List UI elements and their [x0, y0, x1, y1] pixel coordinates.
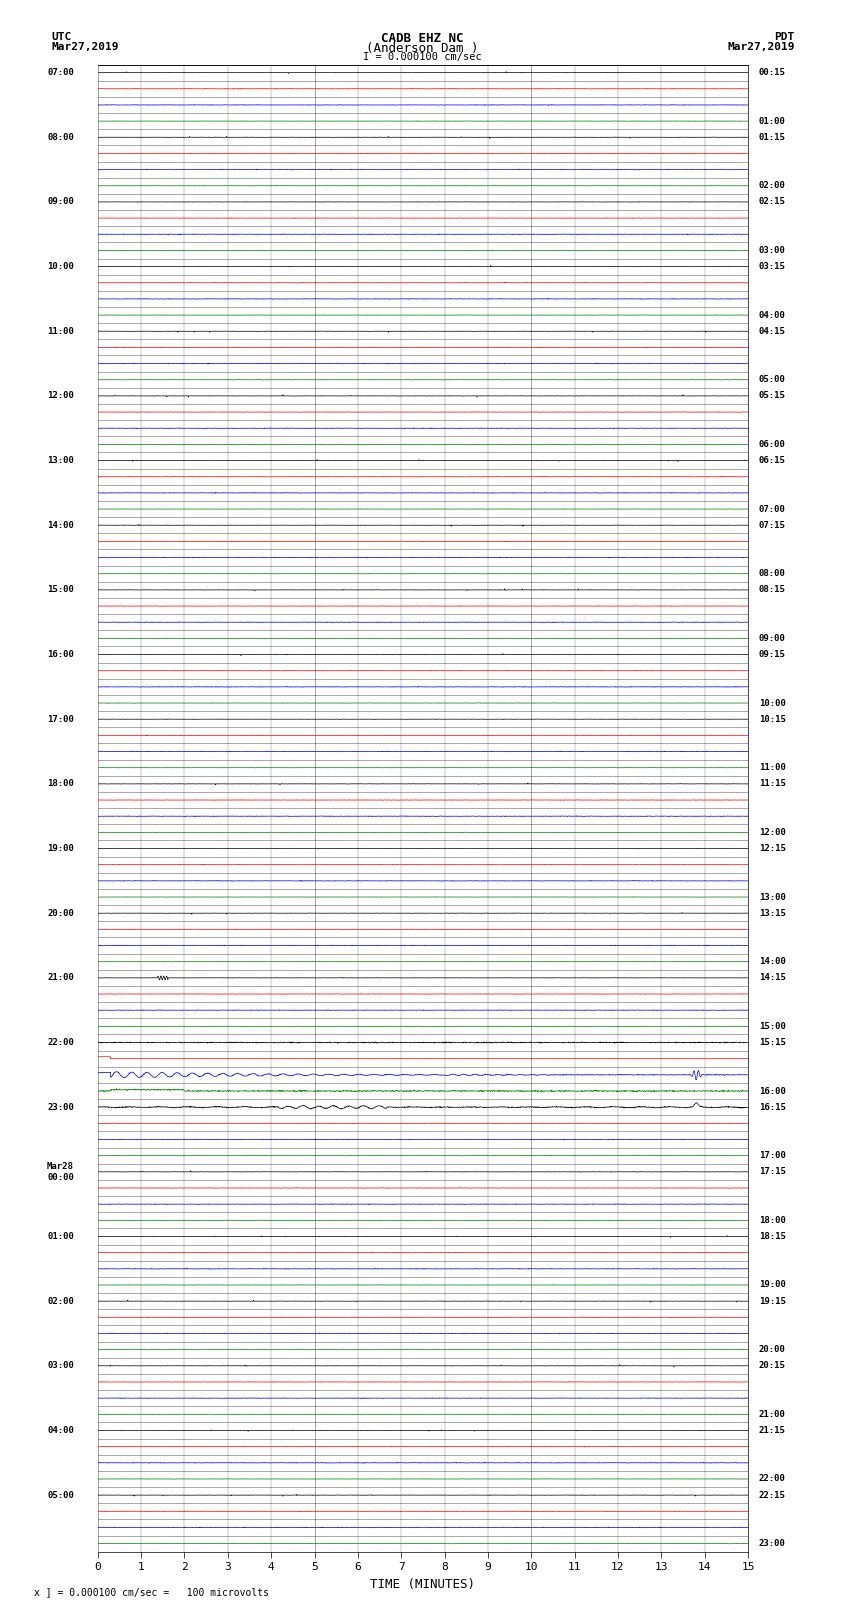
X-axis label: TIME (MINUTES): TIME (MINUTES) [371, 1578, 475, 1590]
Text: 13:15: 13:15 [759, 908, 785, 918]
Text: 03:15: 03:15 [759, 261, 785, 271]
Text: 06:00: 06:00 [759, 440, 785, 448]
Text: 13:00: 13:00 [759, 892, 785, 902]
Text: 05:00: 05:00 [47, 1490, 74, 1500]
Text: UTC: UTC [51, 32, 71, 42]
Text: 04:15: 04:15 [759, 327, 785, 336]
Text: 00:15: 00:15 [759, 68, 785, 77]
Text: 04:00: 04:00 [759, 311, 785, 319]
Text: 15:00: 15:00 [759, 1023, 785, 1031]
Text: 17:00: 17:00 [47, 715, 74, 724]
Text: 18:15: 18:15 [759, 1232, 785, 1240]
Text: 07:00: 07:00 [47, 68, 74, 77]
Text: 19:00: 19:00 [759, 1281, 785, 1289]
Text: 12:00: 12:00 [759, 827, 785, 837]
Text: 10:15: 10:15 [759, 715, 785, 724]
Text: 17:00: 17:00 [759, 1152, 785, 1160]
Text: 23:00: 23:00 [759, 1539, 785, 1548]
Text: 10:00: 10:00 [759, 698, 785, 708]
Text: 14:00: 14:00 [759, 957, 785, 966]
Text: 14:00: 14:00 [47, 521, 74, 529]
Text: 02:15: 02:15 [759, 197, 785, 206]
Text: 16:00: 16:00 [47, 650, 74, 660]
Text: 21:00: 21:00 [47, 973, 74, 982]
Text: 08:15: 08:15 [759, 586, 785, 594]
Text: 22:00: 22:00 [47, 1039, 74, 1047]
Text: 03:00: 03:00 [759, 245, 785, 255]
Text: 14:15: 14:15 [759, 973, 785, 982]
Text: 23:00: 23:00 [47, 1103, 74, 1111]
Text: Mar27,2019: Mar27,2019 [51, 42, 118, 52]
Text: Mar27,2019: Mar27,2019 [728, 42, 795, 52]
Text: 16:00: 16:00 [759, 1087, 785, 1095]
Text: x ] = 0.000100 cm/sec =   100 microvolts: x ] = 0.000100 cm/sec = 100 microvolts [34, 1587, 269, 1597]
Text: Mar28
00:00: Mar28 00:00 [47, 1161, 74, 1182]
Text: 11:15: 11:15 [759, 779, 785, 789]
Text: PDT: PDT [774, 32, 795, 42]
Text: 20:00: 20:00 [47, 908, 74, 918]
Text: 17:15: 17:15 [759, 1168, 785, 1176]
Text: 15:15: 15:15 [759, 1039, 785, 1047]
Text: (Anderson Dam ): (Anderson Dam ) [366, 42, 479, 55]
Text: 09:15: 09:15 [759, 650, 785, 660]
Text: 06:15: 06:15 [759, 456, 785, 465]
Text: 22:15: 22:15 [759, 1490, 785, 1500]
Text: 20:00: 20:00 [759, 1345, 785, 1355]
Text: 10:00: 10:00 [47, 261, 74, 271]
Text: 16:15: 16:15 [759, 1103, 785, 1111]
Text: 08:00: 08:00 [759, 569, 785, 577]
Text: 02:00: 02:00 [47, 1297, 74, 1305]
Text: 09:00: 09:00 [47, 197, 74, 206]
Text: 21:00: 21:00 [759, 1410, 785, 1419]
Text: 05:15: 05:15 [759, 392, 785, 400]
Text: 07:15: 07:15 [759, 521, 785, 529]
Text: 09:00: 09:00 [759, 634, 785, 644]
Text: 20:15: 20:15 [759, 1361, 785, 1371]
Text: 12:15: 12:15 [759, 844, 785, 853]
Text: 05:00: 05:00 [759, 376, 785, 384]
Text: 04:00: 04:00 [47, 1426, 74, 1436]
Text: 08:00: 08:00 [47, 132, 74, 142]
Text: 19:00: 19:00 [47, 844, 74, 853]
Text: 18:00: 18:00 [47, 779, 74, 789]
Text: 03:00: 03:00 [47, 1361, 74, 1371]
Text: 21:15: 21:15 [759, 1426, 785, 1436]
Text: I = 0.000100 cm/sec: I = 0.000100 cm/sec [363, 52, 482, 61]
Text: 11:00: 11:00 [47, 327, 74, 336]
Text: 01:00: 01:00 [759, 116, 785, 126]
Text: 19:15: 19:15 [759, 1297, 785, 1305]
Text: 01:15: 01:15 [759, 132, 785, 142]
Text: 15:00: 15:00 [47, 586, 74, 594]
Text: 07:00: 07:00 [759, 505, 785, 513]
Text: 18:00: 18:00 [759, 1216, 785, 1224]
Text: 02:00: 02:00 [759, 181, 785, 190]
Text: 22:00: 22:00 [759, 1474, 785, 1484]
Text: 12:00: 12:00 [47, 392, 74, 400]
Text: 01:00: 01:00 [47, 1232, 74, 1240]
Text: 11:00: 11:00 [759, 763, 785, 773]
Text: 13:00: 13:00 [47, 456, 74, 465]
Text: CADB EHZ NC: CADB EHZ NC [381, 32, 464, 45]
